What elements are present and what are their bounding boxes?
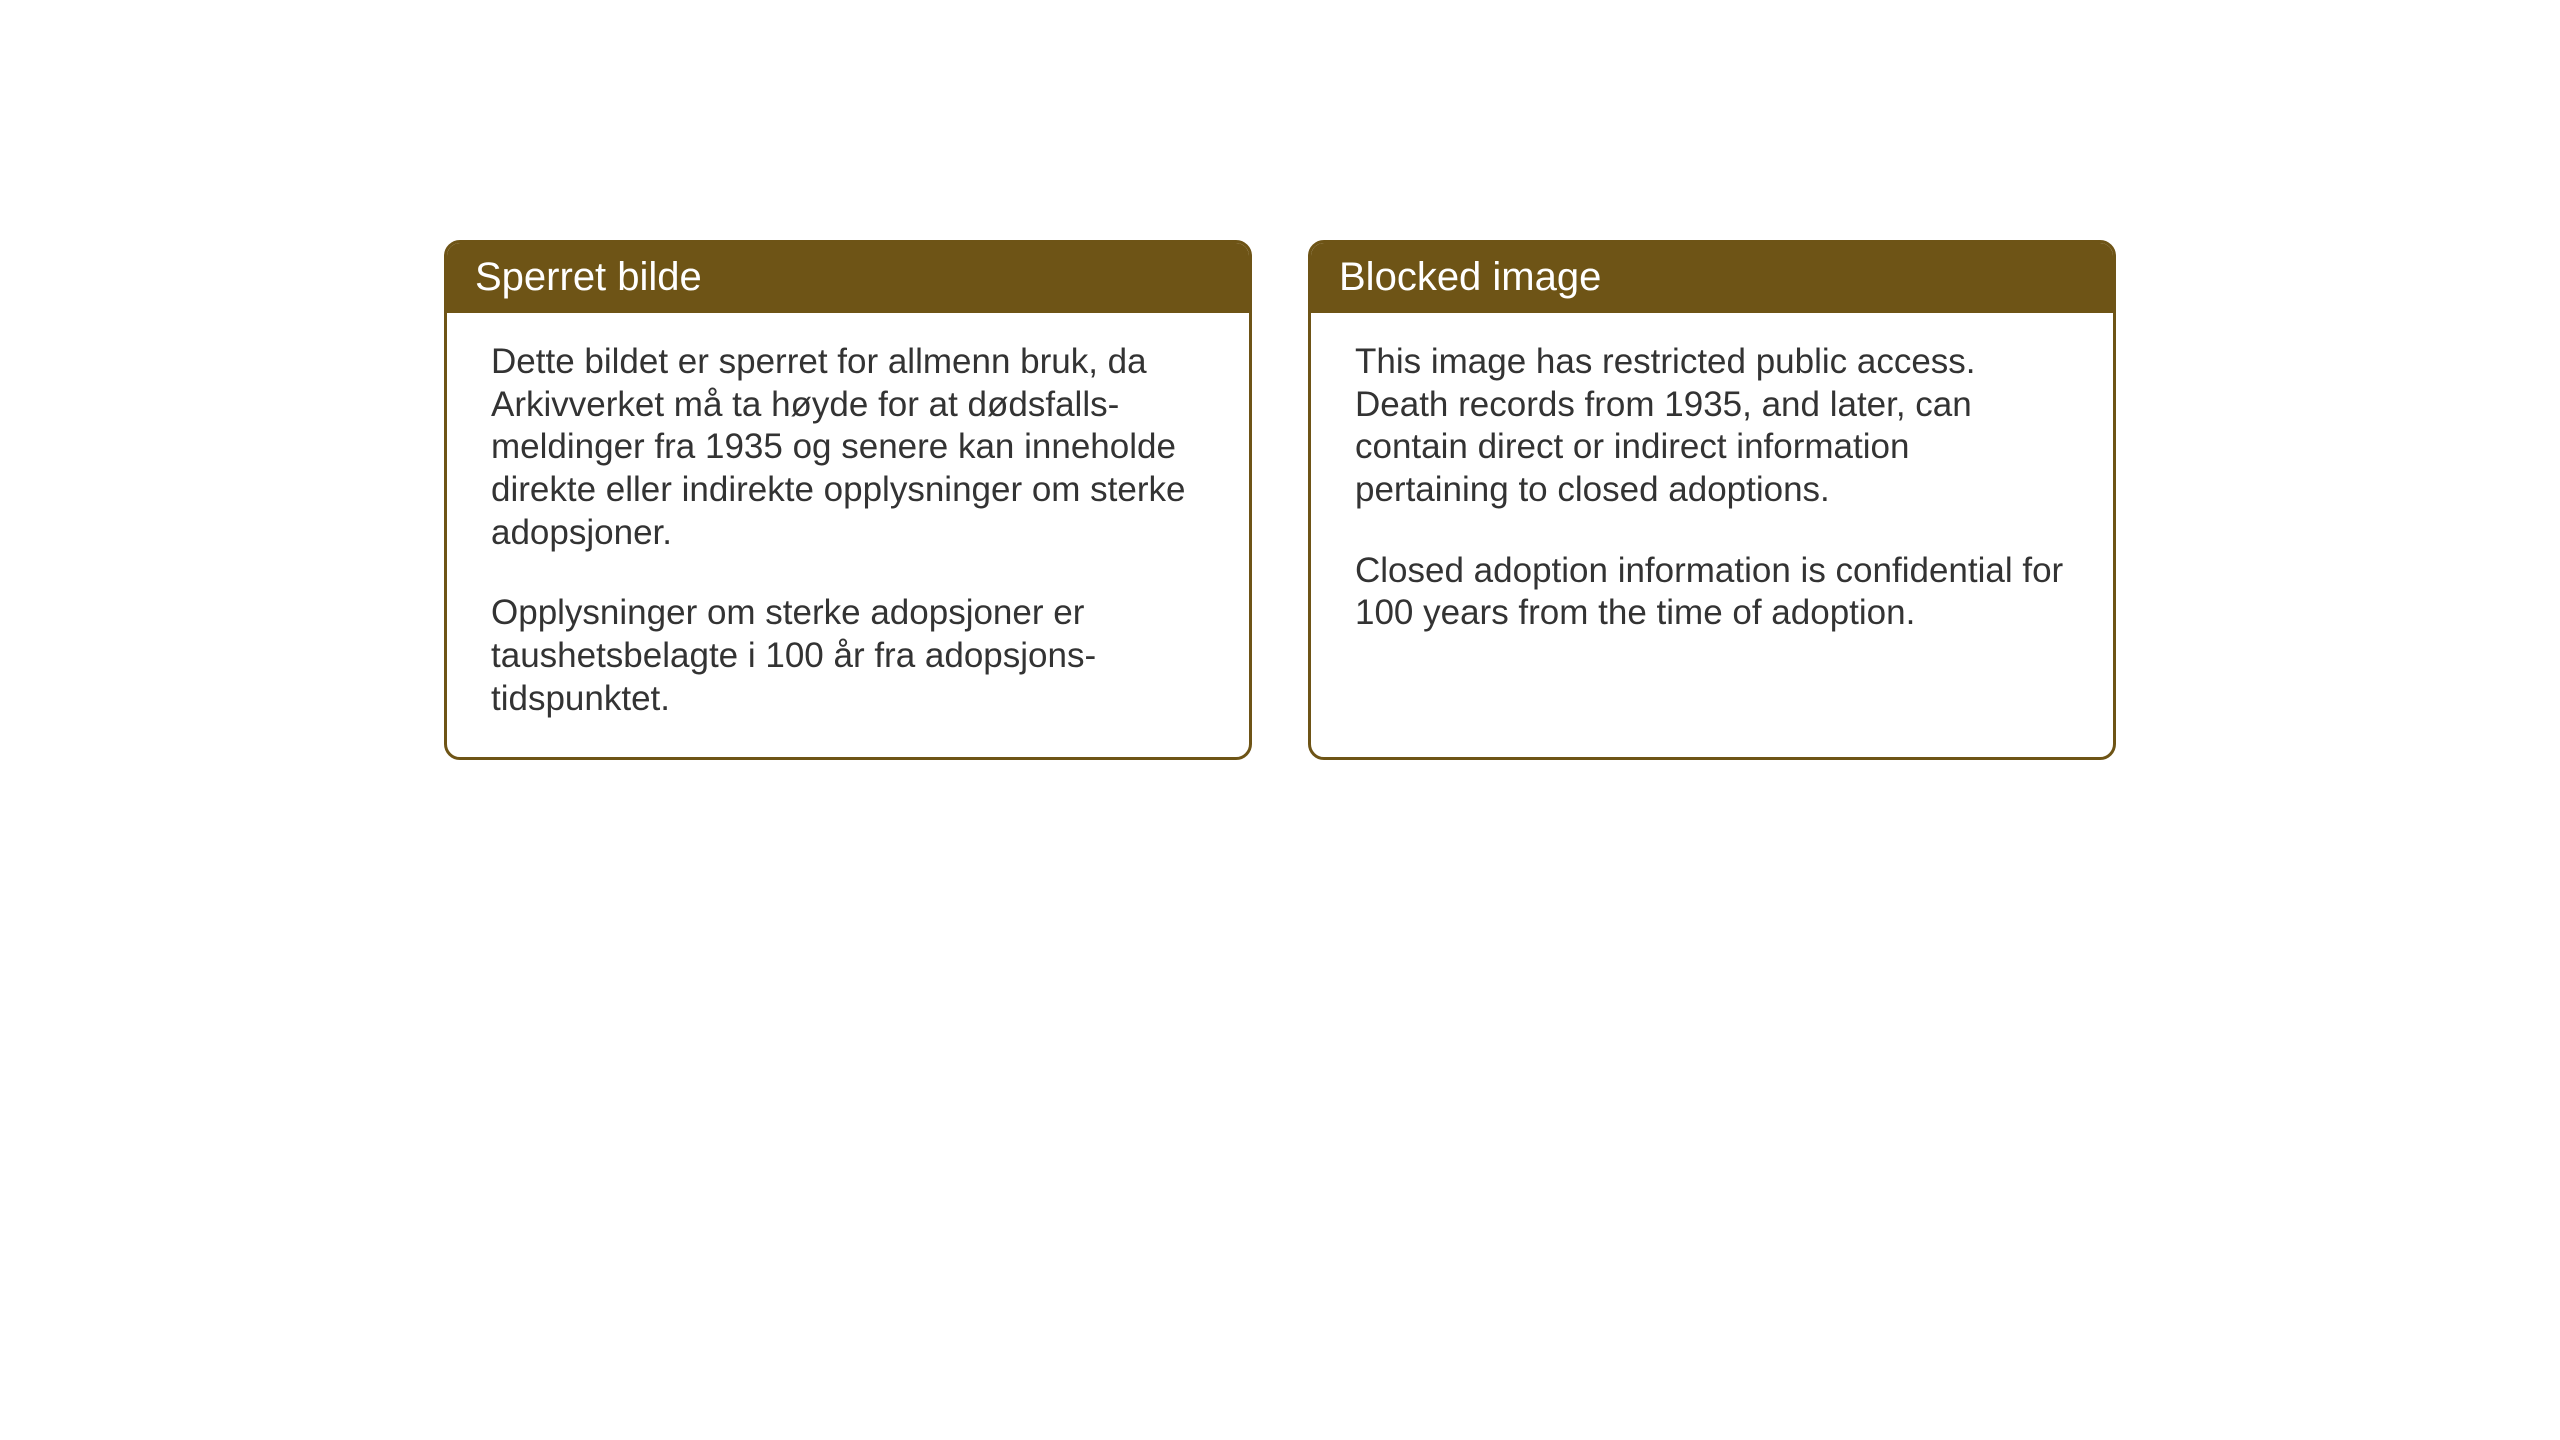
notice-card-english: Blocked image This image has restricted … [1308,240,2116,760]
notice-paragraph: Opplysninger om sterke adopsjoner er tau… [491,592,1205,720]
notice-card-norwegian: Sperret bilde Dette bildet er sperret fo… [444,240,1252,760]
notice-body-english: This image has restricted public access.… [1311,313,2113,671]
notice-paragraph: This image has restricted public access.… [1355,341,2069,512]
notice-title: Sperret bilde [475,255,702,299]
notice-title: Blocked image [1339,255,1601,299]
notice-paragraph: Closed adoption information is confident… [1355,550,2069,635]
notice-body-norwegian: Dette bildet er sperret for allmenn bruk… [447,313,1249,757]
notice-header-norwegian: Sperret bilde [447,243,1249,313]
notice-container: Sperret bilde Dette bildet er sperret fo… [444,240,2116,760]
notice-header-english: Blocked image [1311,243,2113,313]
notice-paragraph: Dette bildet er sperret for allmenn bruk… [491,341,1205,554]
